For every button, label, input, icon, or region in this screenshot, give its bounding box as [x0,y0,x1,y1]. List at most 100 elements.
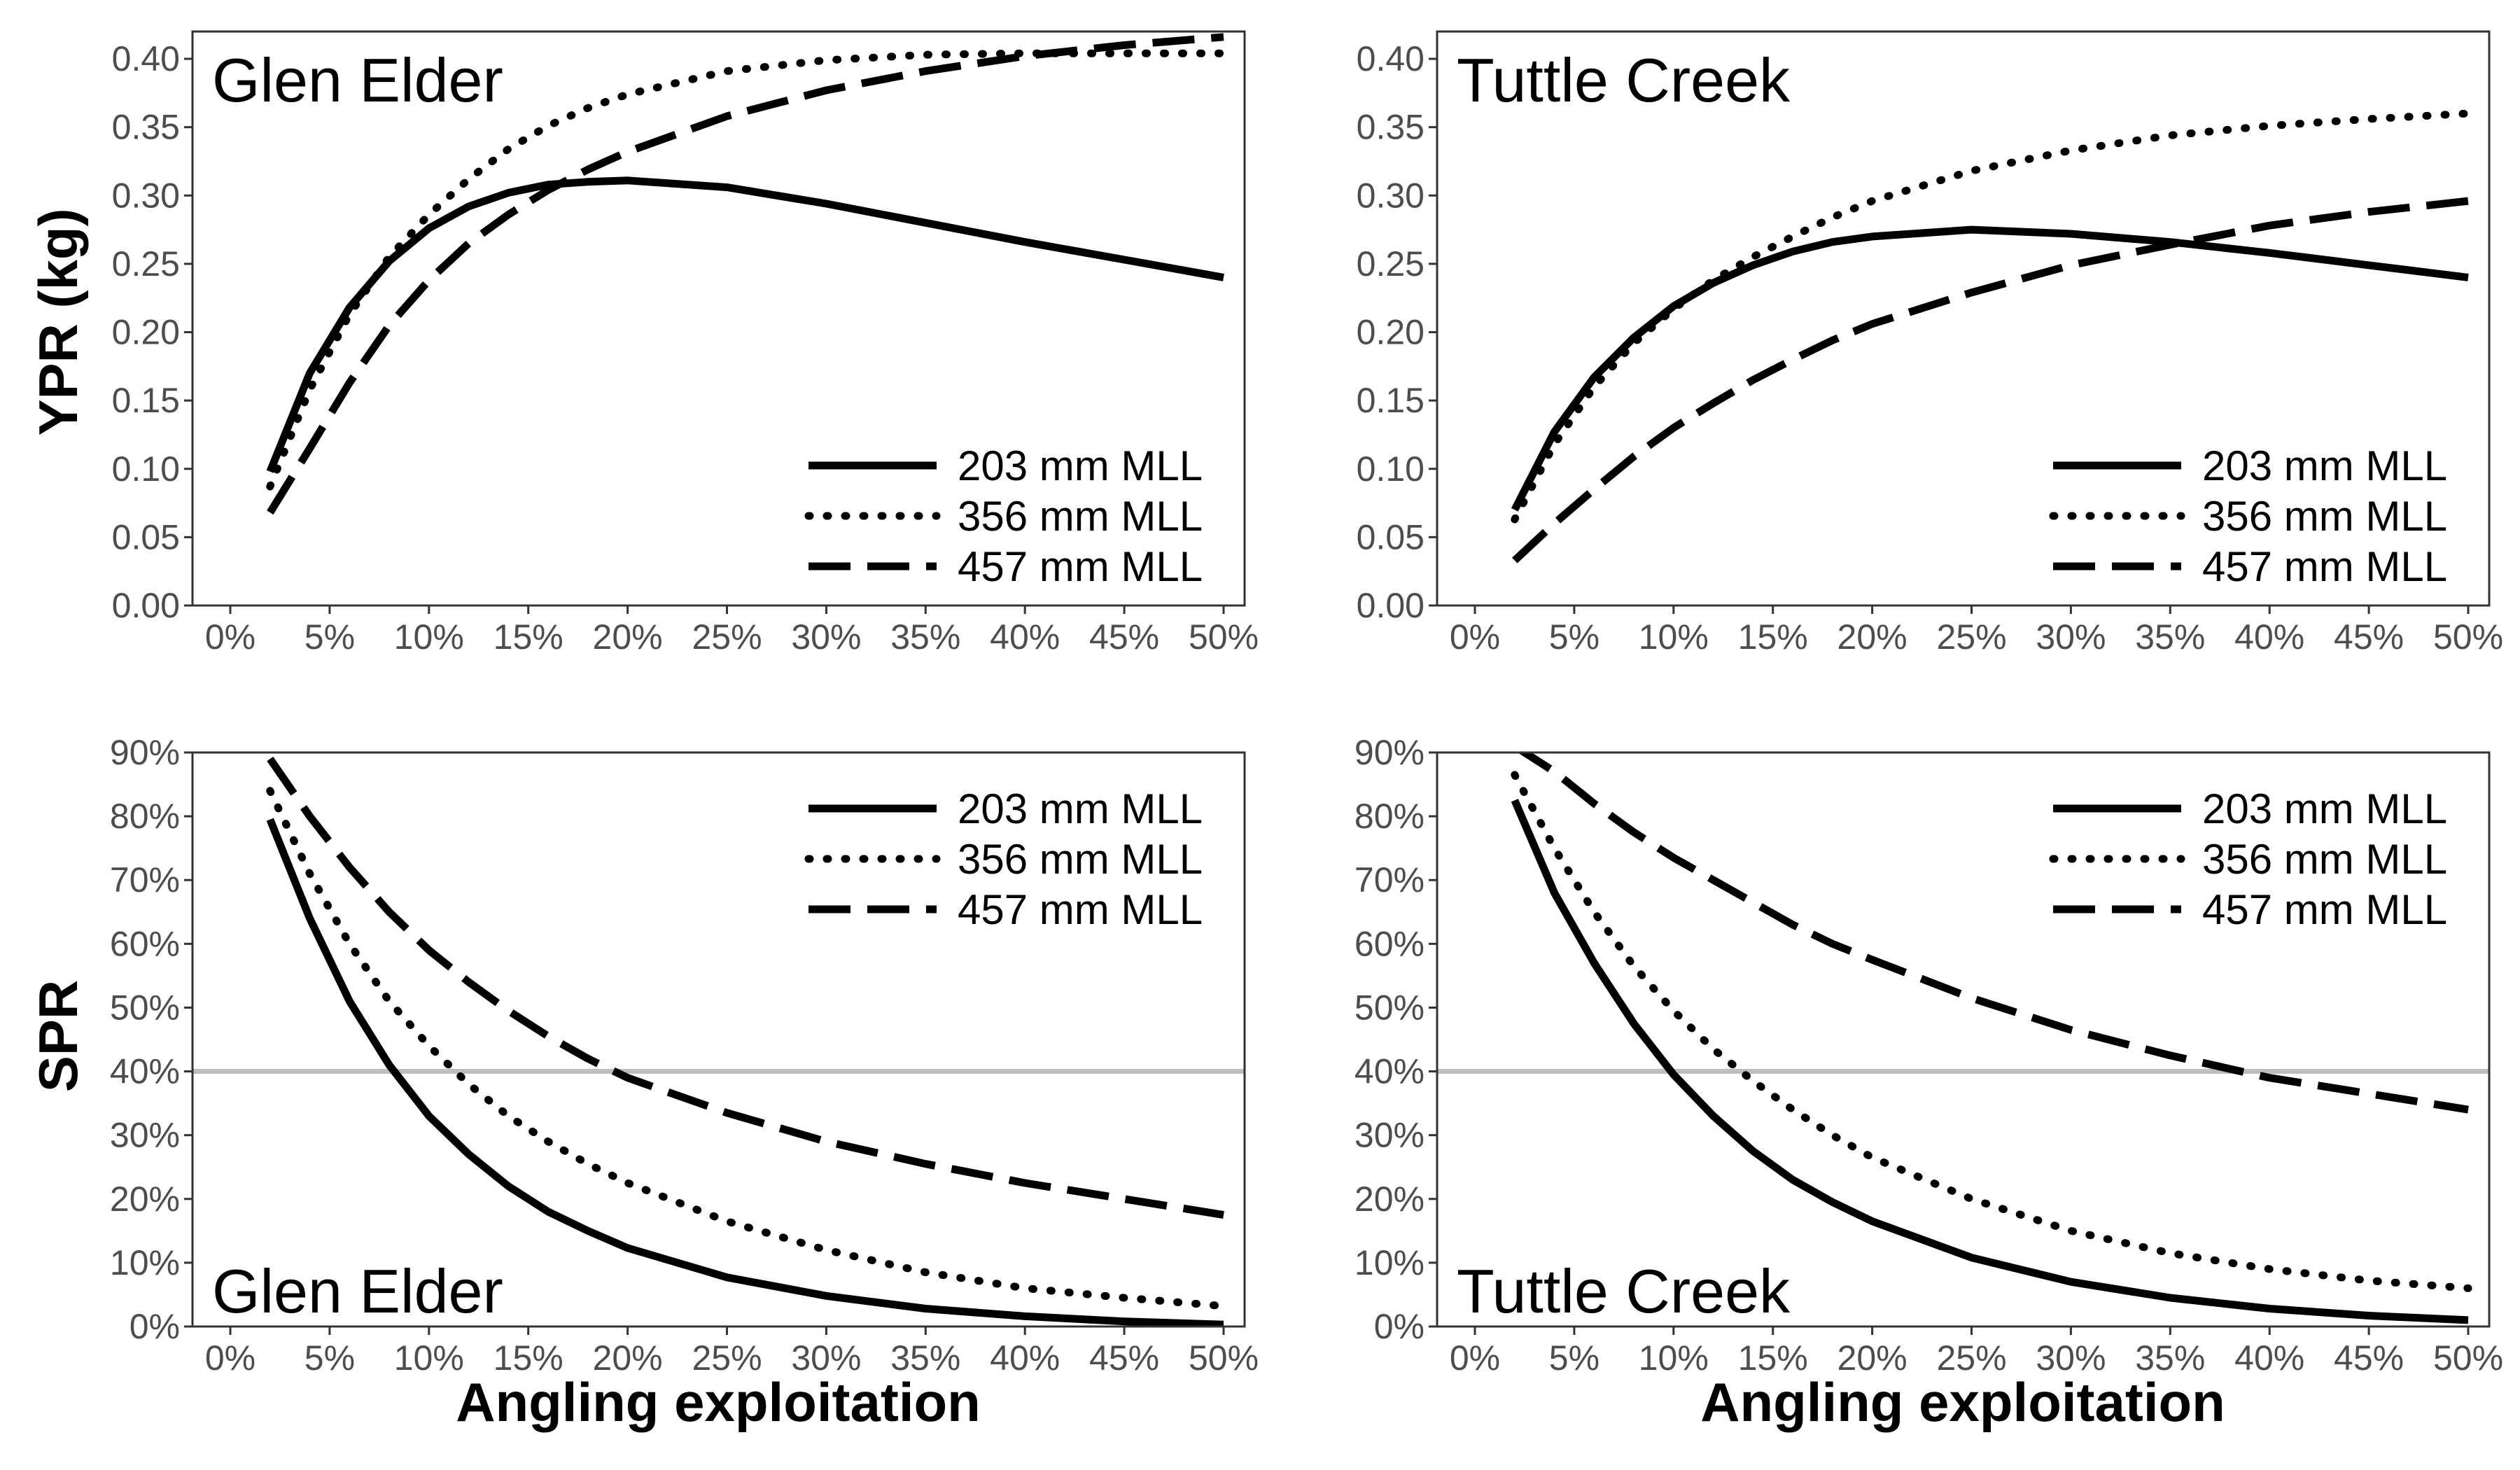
x-tick-label: 10% [394,1338,464,1378]
y-tick-label: 80% [1354,797,1424,836]
legend-label: 203 mm MLL [2202,785,2447,832]
x-tick-label: 5% [304,1338,355,1378]
x-tick-label: 40% [2234,617,2304,657]
y-tick-label: 0.30 [112,176,180,215]
series-line-203-mm-mll [1511,799,2469,1324]
panel-border [1436,30,2491,607]
y-tick-label: 0.00 [112,586,180,625]
x-tick-label: 50% [1189,617,1259,657]
y-tick-label: 20% [1354,1180,1424,1219]
panel-title: Tuttle Creek [1457,46,1791,115]
ylabel-bottom: SPR [27,980,89,1092]
legend-label: 203 mm MLL [2202,442,2447,489]
y-tick-label: 0% [130,1307,180,1346]
y-tick-label: 10% [1354,1243,1424,1282]
series-line-356-mm-mll [1511,109,2472,524]
series-line-457-mm-mll [1517,752,2469,1114]
x-tick-label: 35% [890,617,960,657]
legend-label: 203 mm MLL [958,785,1203,832]
ylabel-top: YPR (kg) [27,208,89,435]
x-tick-label: 15% [1738,617,1808,657]
x-tick-label: 40% [2234,1338,2304,1378]
y-tick-label: 0.20 [112,313,180,352]
panel-border [191,751,1246,1328]
legend-label: 457 mm MLL [958,886,1203,933]
y-tick-label: 90% [110,733,180,772]
y-tick-label: 50% [1354,988,1424,1027]
x-tick-label: 30% [791,1338,861,1378]
legend-label: 356 mm MLL [2202,493,2447,540]
legend-label: 203 mm MLL [958,442,1203,489]
legend-label: 356 mm MLL [2202,836,2447,883]
x-tick-label: 20% [1837,1338,1907,1378]
x-tick-label: 45% [1089,617,1159,657]
y-tick-label: 40% [1354,1052,1424,1091]
y-tick-label: 0.10 [1357,449,1424,489]
legend-label: 356 mm MLL [958,836,1203,883]
x-tick-label: 20% [1837,617,1907,657]
x-tick-label: 5% [1549,617,1600,657]
y-tick-label: 0.30 [1357,176,1424,215]
legend-label: 457 mm MLL [2202,543,2447,590]
series-line-203-mm-mll [266,818,1224,1326]
y-tick-label: 90% [1354,733,1424,772]
x-tick-label: 50% [1189,1338,1259,1378]
y-tick-label: 0.05 [112,517,180,556]
x-tick-label: 20% [593,1338,663,1378]
x-tick-label: 10% [1639,1338,1709,1378]
x-tick-label: 0% [1450,617,1500,657]
y-tick-label: 30% [1354,1116,1424,1155]
panel-tuttle-creek-spr: 0% 10% 20% 30% 40% 50% 60% 70% 80% 90% 0% 5% 10% 15% 2… [1354,733,2503,1378]
y-tick-label: 60% [1354,924,1424,963]
y-tick-label: 70% [110,860,180,899]
x-tick-label: 35% [2135,617,2205,657]
panel-tuttle-creek-ypr: 0.00 0.05 0.10 0.15 0.20 0.25 0.30 0.35 0.40 0% 5%… [1357,30,2503,657]
y-tick-label: 80% [110,797,180,836]
x-tick-label: 10% [394,617,464,657]
panel-title: Tuttle Creek [1457,1256,1791,1326]
series-line-457-mm-mll [267,33,1224,515]
y-tick-label: 40% [110,1052,180,1091]
x-tick-label: 25% [1936,617,2006,657]
x-tick-label: 45% [1089,1338,1159,1378]
x-tick-label: 0% [205,1338,255,1378]
x-tick-label: 15% [493,1338,564,1378]
x-tick-label: 40% [990,617,1060,657]
series-line-203-mm-mll [1511,225,2469,512]
y-tick-label: 0.15 [112,381,180,420]
y-tick-label: 0.35 [112,108,180,147]
y-tick-label: 0.40 [1357,39,1424,78]
y-tick-label: 70% [1354,860,1424,899]
y-tick-label: 60% [110,924,180,963]
xlabel-right: Angling exploitation [1700,1371,2225,1433]
y-tick-label: 50% [110,988,180,1027]
y-tick-label: 0.00 [1357,586,1424,625]
y-tick-label: 0.05 [1357,517,1424,556]
y-tick-label: 0.25 [1357,244,1424,284]
panel-glen-elder-spr: 0% 10% 20% 30% 40% 50% 60% 70% 80% 90% 0% 5% 10% 15% 2… [110,733,1259,1378]
panel-glen-elder-ypr: 0.00 0.05 0.10 0.15 0.20 0.25 0.30 0.35 0.40 0% 5%… [112,30,1259,657]
panel-border [191,30,1246,607]
y-tick-label: 10% [110,1243,180,1282]
y-tick-label: 0.20 [1357,313,1424,352]
legend-label: 356 mm MLL [958,493,1203,540]
series-line-356-mm-mll [266,49,1228,491]
x-tick-label: 45% [2334,1338,2404,1378]
x-tick-label: 35% [2135,1338,2205,1378]
y-tick-label: 0.10 [112,449,180,489]
panel-title: Glen Elder [212,1256,503,1326]
x-tick-label: 50% [2433,617,2503,657]
x-tick-label: 40% [990,1338,1060,1378]
legend-label: 457 mm MLL [2202,886,2447,933]
x-tick-label: 5% [304,617,355,657]
x-tick-label: 0% [205,617,255,657]
x-tick-label: 30% [2036,1338,2106,1378]
x-tick-label: 25% [692,617,762,657]
y-tick-label: 20% [110,1180,180,1219]
series-line-457-mm-mll [267,756,1224,1219]
series-line-356-mm-mll [266,787,1228,1310]
y-tick-label: 0.25 [112,244,180,284]
y-tick-label: 0.15 [1357,381,1424,420]
